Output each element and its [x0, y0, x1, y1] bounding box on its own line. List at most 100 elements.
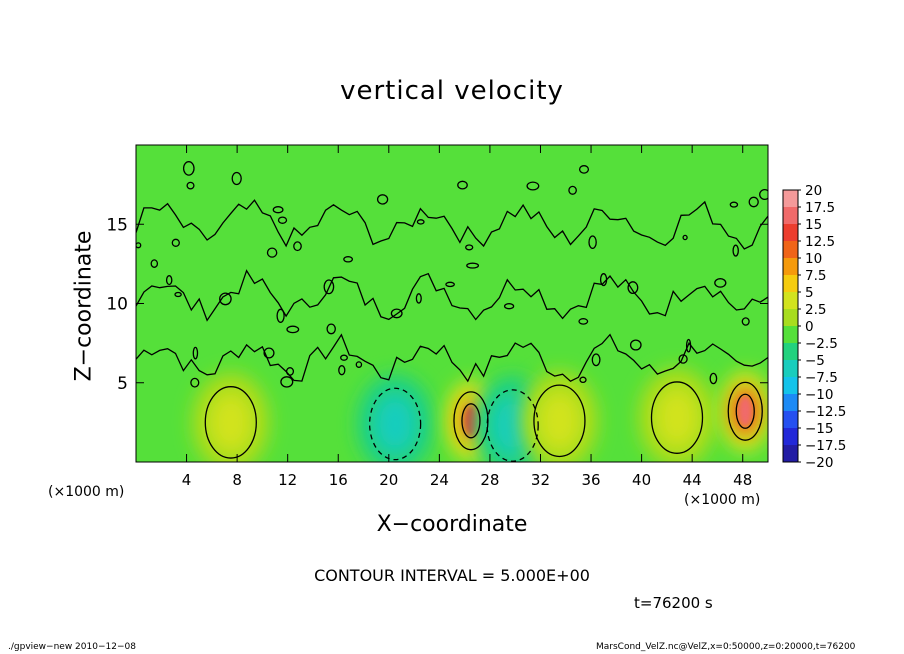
colorbar-label: −12.5 — [805, 404, 846, 420]
colorbar-segment — [783, 394, 798, 412]
y-tick-label: 5 — [117, 374, 128, 394]
colorbar-segment — [783, 428, 798, 446]
contour-loop — [568, 185, 577, 195]
contour-loop — [323, 279, 335, 295]
colorbar-label: −7.5 — [805, 370, 838, 386]
contour-loop — [748, 196, 759, 208]
contour-loop — [280, 376, 294, 388]
colorbar-segment — [783, 411, 798, 429]
contour-ring — [650, 381, 704, 454]
colorbar-label: −17.5 — [805, 438, 846, 454]
contour-loop — [219, 292, 232, 306]
colorbar-segment — [783, 292, 798, 310]
colorbar-label: 10 — [805, 251, 822, 267]
contour-loop — [286, 325, 300, 334]
updraft-core — [209, 392, 252, 452]
contour-ring — [735, 393, 755, 429]
contour-loop — [276, 308, 285, 323]
colorbar-segment — [783, 224, 798, 242]
contour-loop — [578, 165, 590, 174]
x-tick-label: 40 — [632, 471, 651, 489]
contour-loop — [272, 206, 284, 214]
contour-loop — [136, 242, 142, 249]
contour-loop — [466, 262, 480, 269]
contour-loop — [729, 201, 739, 208]
contour-loop — [293, 241, 302, 252]
colorbar-segment — [783, 207, 798, 225]
x-tick-label: 48 — [733, 471, 752, 489]
downdraft-core — [374, 394, 417, 454]
field-features — [191, 367, 768, 462]
colorbar-label: 17.5 — [805, 200, 835, 216]
updraft-core — [655, 388, 698, 448]
contour-loop — [182, 161, 195, 176]
x-unit-label-left: (×1000 m) — [48, 484, 125, 500]
colorbar-label: 5 — [805, 285, 814, 301]
colorbar-label: 0 — [805, 319, 814, 335]
contour-loop — [343, 256, 354, 263]
x-tick-label: 16 — [329, 471, 348, 489]
x-axis-label: X−coordinate — [376, 512, 528, 537]
colorbar-label: 7.5 — [805, 268, 826, 284]
colorbar-segment — [783, 377, 798, 395]
contour-loop — [266, 247, 278, 258]
y-axis-label: Z−coordinate — [71, 230, 97, 382]
colorbar-label: 20 — [805, 183, 822, 199]
contour-loop — [415, 293, 422, 304]
contour-loop — [186, 181, 195, 190]
colorbar-segment — [783, 326, 798, 344]
x-tick-label: 44 — [683, 471, 702, 489]
contour-loop — [588, 235, 597, 250]
contour-loop — [165, 275, 173, 286]
contour-ring — [727, 381, 763, 441]
contour-loop — [709, 372, 718, 385]
contour-line — [136, 333, 768, 383]
x-tick-label: 8 — [232, 471, 242, 489]
x-unit-label-right: (×1000 m) — [684, 492, 761, 508]
contour-loop — [190, 377, 200, 388]
contour-ring — [486, 389, 539, 462]
colorbar-segment — [783, 360, 798, 378]
contour-loop — [678, 354, 688, 364]
colorbar-label: −5 — [805, 353, 825, 369]
colorbar-label: 12.5 — [805, 234, 835, 250]
contour-loop — [150, 259, 159, 268]
colorbar-segment — [783, 258, 798, 276]
contour-ring — [368, 387, 422, 461]
colorbar-label: −20 — [805, 455, 834, 471]
contour-loop — [285, 367, 295, 376]
contour-loop — [340, 354, 348, 361]
contour-loop — [741, 317, 750, 326]
contour-loop — [526, 181, 540, 191]
contour-loop — [599, 273, 608, 287]
contour-ring — [533, 384, 586, 458]
colorbar-segment — [783, 241, 798, 259]
colorbar-label: −2.5 — [805, 336, 838, 352]
contour-loop — [338, 365, 346, 376]
contour-loop — [376, 194, 389, 205]
contour-loop — [326, 323, 336, 335]
x-tick-label: 24 — [430, 471, 449, 489]
contour-loop — [714, 278, 727, 288]
colorbar-segment — [783, 190, 798, 208]
contour-loop — [390, 308, 403, 319]
colorbar-segment — [783, 309, 798, 327]
contour-loop — [682, 234, 688, 241]
contour-loop — [503, 303, 515, 310]
contour-line — [136, 269, 768, 322]
colorbar-label: −10 — [805, 387, 834, 403]
contour-loop — [445, 281, 455, 288]
contour-loop — [171, 238, 180, 247]
contour-loop — [591, 353, 601, 367]
plot-area — [136, 145, 768, 462]
colorbar-label: 15 — [805, 217, 822, 233]
contour-loop — [629, 339, 642, 351]
colorbar-label: 2.5 — [805, 302, 826, 318]
contour-loop — [627, 281, 639, 295]
contour-loop — [263, 347, 275, 359]
updraft-core — [538, 391, 581, 451]
y-tick-label: 10 — [106, 295, 128, 315]
contour-loop — [732, 244, 739, 257]
